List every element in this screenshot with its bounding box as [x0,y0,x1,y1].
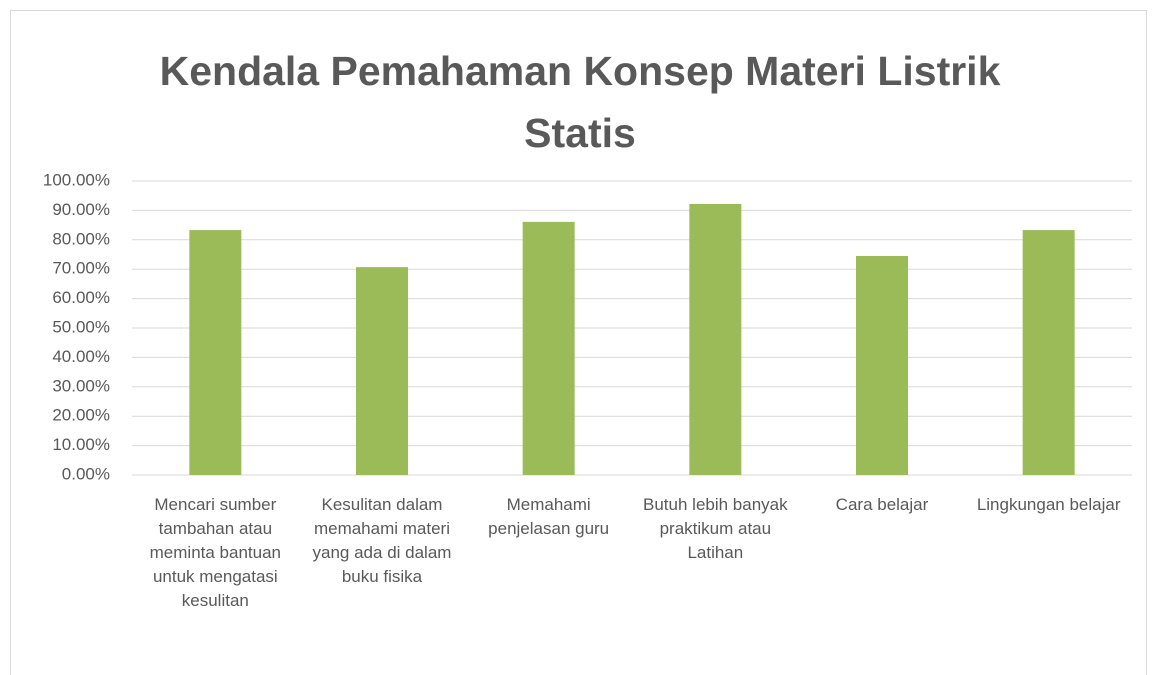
chart-border [10,10,1147,675]
y-tick-label: 90.00% [52,200,110,219]
chart-title: Kendala Pemahaman Konsep Materi Listrik … [159,48,1001,156]
y-tick-label: 80.00% [52,229,110,248]
x-tick-label: Butuh lebih banyak praktikum atau Latiha… [643,495,788,562]
y-tick-label: 20.00% [52,406,110,425]
bar [189,230,242,475]
bar [689,203,742,475]
y-tick-label: 50.00% [52,317,110,336]
bar [356,267,408,475]
bar [522,221,575,475]
y-tick-label: 10.00% [52,435,110,454]
y-tick-label: 70.00% [52,259,110,278]
y-tick-label: 60.00% [52,288,110,307]
x-tick-label: Lingkungan belajar [976,495,1121,514]
bar [1022,230,1075,475]
x-tick-label: Memahami penjelasan guru [488,495,610,538]
y-tick-label: 40.00% [52,347,110,366]
x-tick-label: Kesulitan dalam memahami materi yang ada… [312,495,452,586]
y-tick-label: 0.00% [62,464,110,483]
x-tick-label: Cara belajar [835,495,929,514]
y-tick-label: 100.00% [43,170,110,189]
x-tick-label: Mencari sumber tambahan atau meminta ban… [149,495,282,610]
y-tick-label: 30.00% [52,376,110,395]
bar [856,255,908,475]
